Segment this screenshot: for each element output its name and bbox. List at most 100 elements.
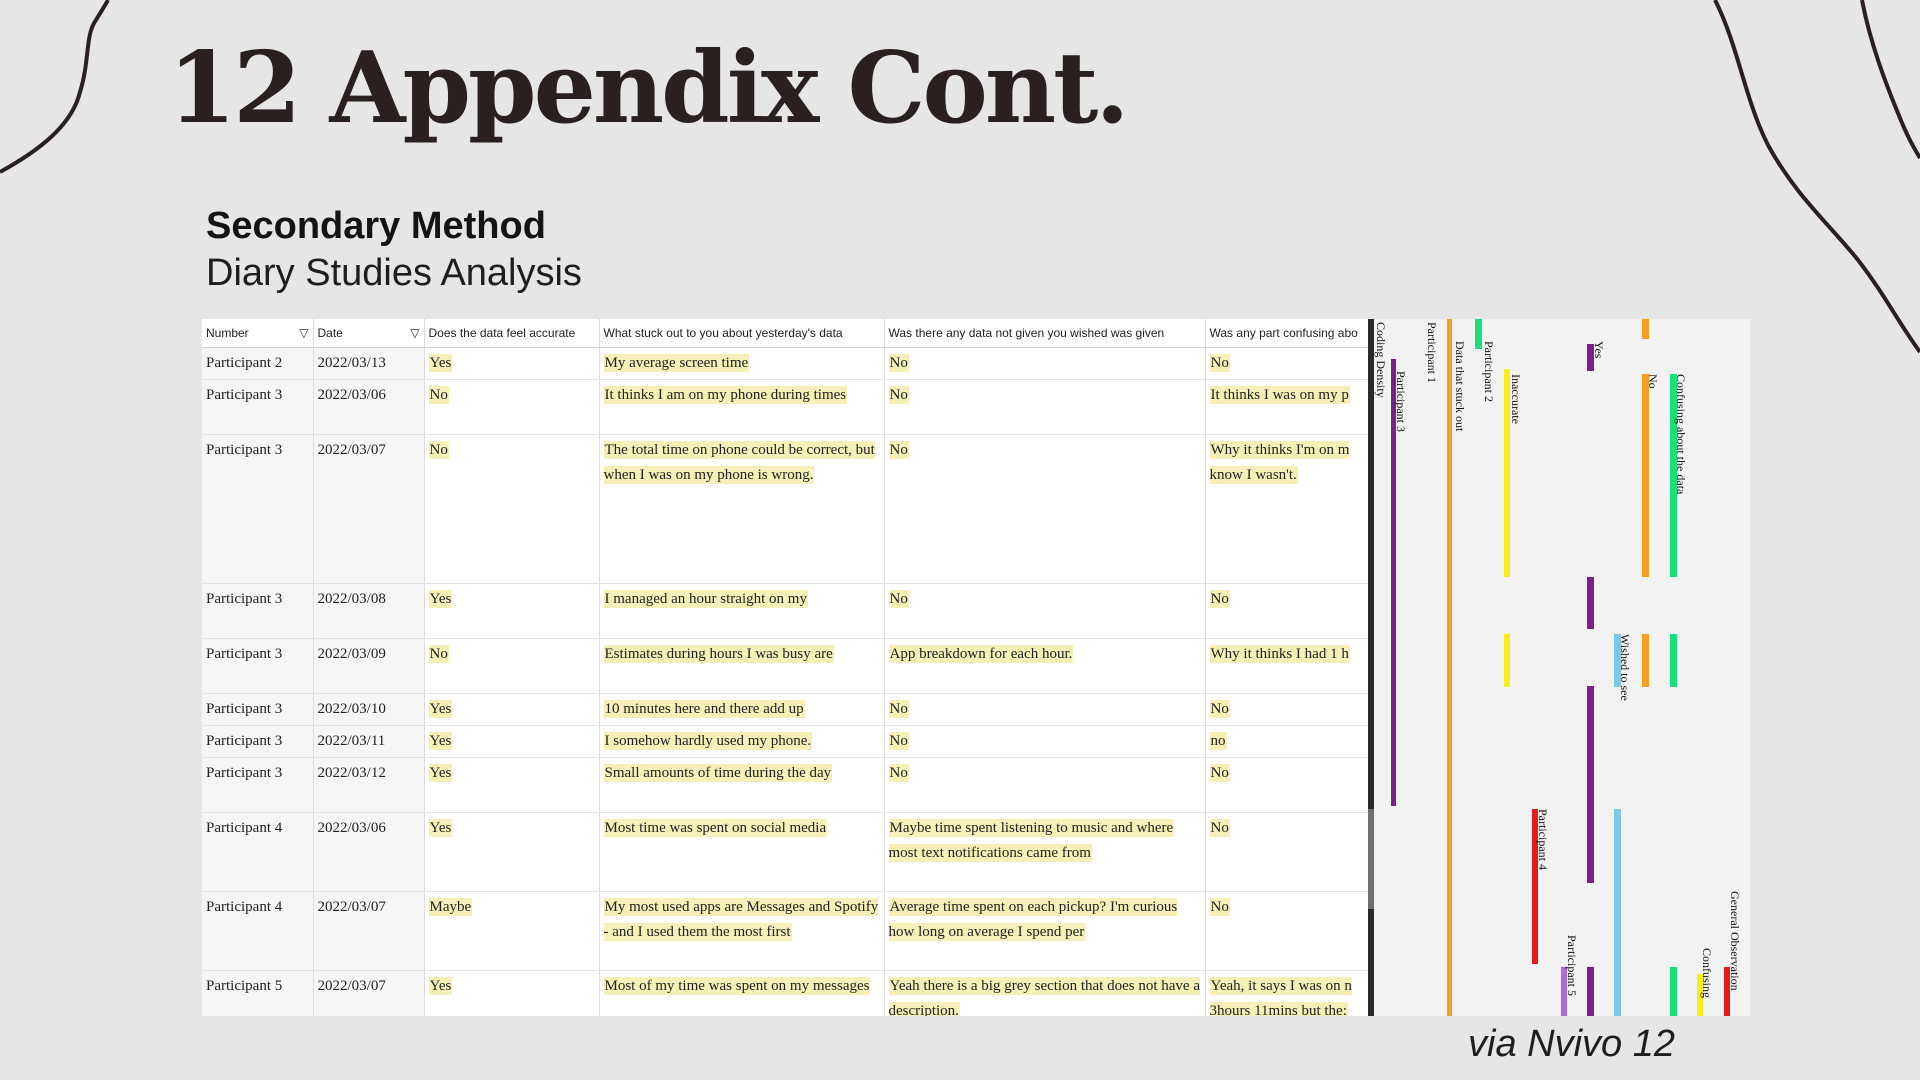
- cell-date[interactable]: 2022/03/07: [313, 434, 425, 584]
- cell-date[interactable]: 2022/03/07: [313, 970, 425, 1016]
- funnel-icon[interactable]: ▽: [299, 326, 309, 340]
- cell-wished[interactable]: No: [884, 347, 1206, 380]
- cell-accurate[interactable]: No: [424, 638, 600, 694]
- coding-stripe-no[interactable]: [1642, 634, 1649, 687]
- table-row[interactable]: Participant 3 2022/03/07 No The total time …: [202, 434, 1368, 584]
- coding-stripe-no[interactable]: [1642, 374, 1649, 577]
- coding-stripe-participant-3[interactable]: [1391, 359, 1396, 806]
- cell-number[interactable]: Participant 3: [202, 693, 314, 726]
- col-header-stuck[interactable]: What stuck out to you about yesterday's …: [599, 319, 885, 348]
- cell-confusing[interactable]: no: [1205, 725, 1368, 758]
- cell-number[interactable]: Participant 4: [202, 891, 314, 971]
- coding-stripe-general-observation[interactable]: [1724, 967, 1730, 1016]
- cell-number[interactable]: Participant 3: [202, 583, 314, 639]
- cell-stuck[interactable]: My most used apps are Messages and Spoti…: [599, 891, 885, 971]
- coding-stripe-participant-2[interactable]: [1475, 319, 1482, 349]
- cell-accurate[interactable]: Yes: [424, 725, 600, 758]
- table-row[interactable]: Participant 2 2022/03/13 Yes My average scr…: [202, 347, 1368, 380]
- coding-stripe-inaccurate[interactable]: [1504, 634, 1510, 687]
- cell-wished[interactable]: No: [884, 693, 1206, 726]
- coding-stripe-confusing-about-the-data[interactable]: [1670, 374, 1677, 577]
- stripe-label[interactable]: Participant 4: [1536, 809, 1550, 870]
- cell-stuck[interactable]: I managed an hour straight on my: [599, 583, 885, 639]
- coding-stripe-participant-4[interactable]: [1532, 809, 1538, 964]
- cell-wished[interactable]: App breakdown for each hour.: [884, 638, 1206, 694]
- table-row[interactable]: Participant 3 2022/03/09 No Estimates durin…: [202, 638, 1368, 694]
- cell-date[interactable]: 2022/03/13: [313, 347, 425, 380]
- stripe-label[interactable]: Wished to see: [1618, 634, 1632, 701]
- stripe-label[interactable]: Participant 1: [1425, 322, 1439, 383]
- coding-stripe-wished-to-see[interactable]: [1614, 809, 1621, 1016]
- stripe-label[interactable]: Participant 5: [1565, 935, 1579, 996]
- coding-stripe-no[interactable]: [1642, 319, 1649, 339]
- coding-stripe-yes[interactable]: [1587, 967, 1594, 1016]
- cell-date[interactable]: 2022/03/10: [313, 693, 425, 726]
- table-row[interactable]: Participant 4 2022/03/07 Maybe My most used…: [202, 891, 1368, 971]
- stripe-label[interactable]: Data that stuck out: [1453, 341, 1467, 432]
- cell-confusing[interactable]: No: [1205, 347, 1368, 380]
- cell-date[interactable]: 2022/03/07: [313, 891, 425, 971]
- cell-wished[interactable]: No: [884, 434, 1206, 584]
- cell-number[interactable]: Participant 4: [202, 812, 314, 892]
- stripe-label[interactable]: Yes: [1592, 341, 1606, 359]
- cell-number[interactable]: Participant 3: [202, 434, 314, 584]
- cell-stuck[interactable]: My average screen time: [599, 347, 885, 380]
- stripe-label[interactable]: Confusing: [1700, 948, 1714, 999]
- coding-stripe-participant-5[interactable]: [1561, 967, 1567, 1016]
- coding-stripe-confusing-about-the-data[interactable]: [1670, 967, 1677, 1016]
- cell-wished[interactable]: Average time spent on each pickup? I'm c…: [884, 891, 1206, 971]
- cell-confusing[interactable]: Yeah, it says I was on n 3hours 11mins b…: [1205, 970, 1368, 1016]
- cell-stuck[interactable]: Estimates during hours I was busy are: [599, 638, 885, 694]
- cell-number[interactable]: Participant 3: [202, 379, 314, 435]
- cell-confusing[interactable]: Why it thinks I'm on m know I wasn't.: [1205, 434, 1368, 584]
- cell-number[interactable]: Participant 3: [202, 725, 314, 758]
- stripe-label[interactable]: Coding Density: [1374, 322, 1388, 398]
- cell-number[interactable]: Participant 5: [202, 970, 314, 1016]
- cell-stuck[interactable]: It thinks I am on my phone during times: [599, 379, 885, 435]
- cell-stuck[interactable]: 10 minutes here and there add up: [599, 693, 885, 726]
- cell-accurate[interactable]: No: [424, 379, 600, 435]
- col-header-wished[interactable]: Was there any data not given you wished …: [884, 319, 1206, 348]
- coding-stripe-wished-to-see[interactable]: [1614, 634, 1621, 687]
- funnel-icon[interactable]: ▽: [410, 326, 420, 340]
- cell-confusing[interactable]: No: [1205, 693, 1368, 726]
- cell-wished[interactable]: Yeah there is a big grey section that do…: [884, 970, 1206, 1016]
- col-header-number[interactable]: Number ▽: [202, 319, 314, 348]
- cell-wished[interactable]: No: [884, 725, 1206, 758]
- cell-confusing[interactable]: It thinks I was on my p: [1205, 379, 1368, 435]
- cell-confusing[interactable]: No: [1205, 757, 1368, 813]
- cell-number[interactable]: Participant 3: [202, 757, 314, 813]
- cell-wished[interactable]: Maybe time spent listening to music and …: [884, 812, 1206, 892]
- cell-stuck[interactable]: Most of my time was spent on my messages: [599, 970, 885, 1016]
- stripe-label[interactable]: Confusing about the data: [1674, 374, 1688, 495]
- coding-stripe-confusing-about-the-data[interactable]: [1670, 634, 1677, 687]
- stripe-label[interactable]: Participant 2: [1482, 341, 1496, 402]
- col-header-confusing[interactable]: Was any part confusing abo: [1205, 319, 1368, 348]
- cell-stuck[interactable]: Small amounts of time during the day: [599, 757, 885, 813]
- table-row[interactable]: Participant 3 2022/03/06 No It thinks I am …: [202, 379, 1368, 435]
- cell-wished[interactable]: No: [884, 379, 1206, 435]
- cell-confusing[interactable]: No: [1205, 891, 1368, 971]
- table-row[interactable]: Participant 3 2022/03/08 Yes I managed an h…: [202, 583, 1368, 639]
- cell-accurate[interactable]: No: [424, 434, 600, 584]
- coding-stripe-participant-1[interactable]: [1447, 319, 1452, 1016]
- cell-accurate[interactable]: Yes: [424, 757, 600, 813]
- cell-wished[interactable]: No: [884, 583, 1206, 639]
- cell-date[interactable]: 2022/03/08: [313, 583, 425, 639]
- stripe-label[interactable]: General Observation: [1728, 891, 1742, 991]
- table-row[interactable]: Participant 3 2022/03/10 Yes 10 minutes her…: [202, 693, 1368, 726]
- coding-stripe-yes[interactable]: [1587, 344, 1594, 371]
- cell-date[interactable]: 2022/03/11: [313, 725, 425, 758]
- cell-date[interactable]: 2022/03/06: [313, 379, 425, 435]
- table-row[interactable]: Participant 3 2022/03/11 Yes I somehow hard…: [202, 725, 1368, 758]
- cell-accurate[interactable]: Yes: [424, 812, 600, 892]
- cell-confusing[interactable]: No: [1205, 583, 1368, 639]
- cell-date[interactable]: 2022/03/09: [313, 638, 425, 694]
- coding-stripe-confusing[interactable]: [1697, 974, 1703, 1016]
- table-row[interactable]: Participant 4 2022/03/06 Yes Most time was …: [202, 812, 1368, 892]
- cell-accurate[interactable]: Yes: [424, 583, 600, 639]
- stripe-label[interactable]: Inaccurate: [1509, 374, 1523, 424]
- cell-confusing[interactable]: Why it thinks I had 1 h: [1205, 638, 1368, 694]
- table-row[interactable]: Participant 5 2022/03/07 Yes Most of my tim…: [202, 970, 1368, 1016]
- col-header-accurate[interactable]: Does the data feel accurate: [424, 319, 600, 348]
